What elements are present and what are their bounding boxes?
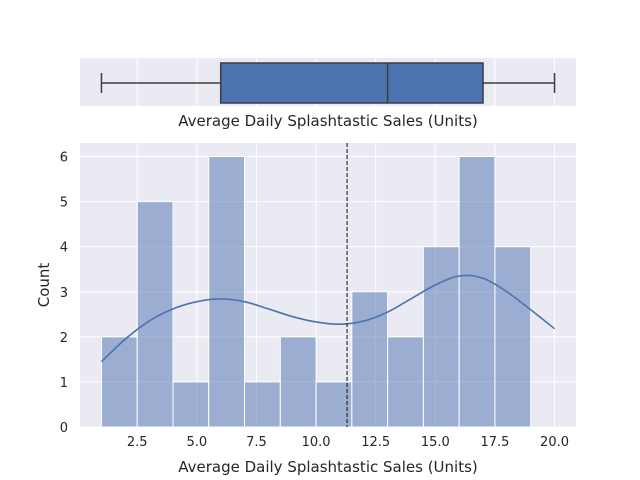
histogram-x-tick-labels: 2.5 5.0 7.5 10.0 12.5 15.0 17.5 20.0 [127, 435, 569, 450]
histogram-bar [315, 381, 353, 428]
kde-curve [100, 274, 556, 363]
histogram-x-tick-label: 20.0 [540, 435, 569, 450]
histogram-x-tick-label: 17.5 [480, 435, 509, 450]
histogram-y-tick-label: 1 [60, 376, 68, 391]
boxplot-box [219, 62, 484, 104]
histogram-y-tick-label: 4 [60, 241, 68, 256]
histogram-x-tick-label: 15.0 [421, 435, 450, 450]
histogram-bar [494, 246, 532, 428]
histogram-bar [422, 246, 460, 428]
histogram-x-axis-label: Average Daily Splashtastic Sales (Units) [178, 458, 478, 476]
histogram-x-tick-label: 10.0 [302, 435, 331, 450]
boxplot-x-axis-label: Average Daily Splashtastic Sales (Units) [178, 112, 478, 130]
boxplot-panel: Average Daily Splashtastic Sales (Units) [80, 58, 576, 130]
histogram-y-tick-label: 0 [60, 421, 68, 436]
histogram-y-tick-labels: 0 1 2 3 4 5 6 [60, 151, 68, 436]
histogram-bar [244, 381, 281, 428]
histogram-bar [208, 156, 246, 428]
histogram-x-tick-label: 12.5 [361, 435, 390, 450]
histogram-y-tick-label: 6 [60, 151, 68, 166]
histogram-y-axis-label: Count [35, 263, 53, 308]
histogram-bar [351, 291, 389, 428]
histogram-y-tick-label: 5 [60, 196, 68, 211]
boxplot-marks [100, 62, 556, 104]
histogram-panel: 2.5 5.0 7.5 10.0 12.5 15.0 17.5 20.0 0 1 2 3 4 5 6 Av… [35, 143, 576, 476]
histogram-y-tick-label: 2 [60, 331, 68, 346]
histogram-x-tick-label: 7.5 [246, 435, 267, 450]
histogram-bar [100, 336, 138, 428]
histogram-x-tick-label: 2.5 [127, 435, 148, 450]
histogram-bar [458, 156, 496, 428]
histogram-x-tick-label: 5.0 [187, 435, 208, 450]
histogram-bar [387, 336, 424, 428]
histogram-bar [136, 201, 174, 428]
histogram-y-tick-label: 3 [60, 286, 68, 301]
histogram-bar [172, 381, 210, 428]
histogram-bar [279, 336, 317, 428]
